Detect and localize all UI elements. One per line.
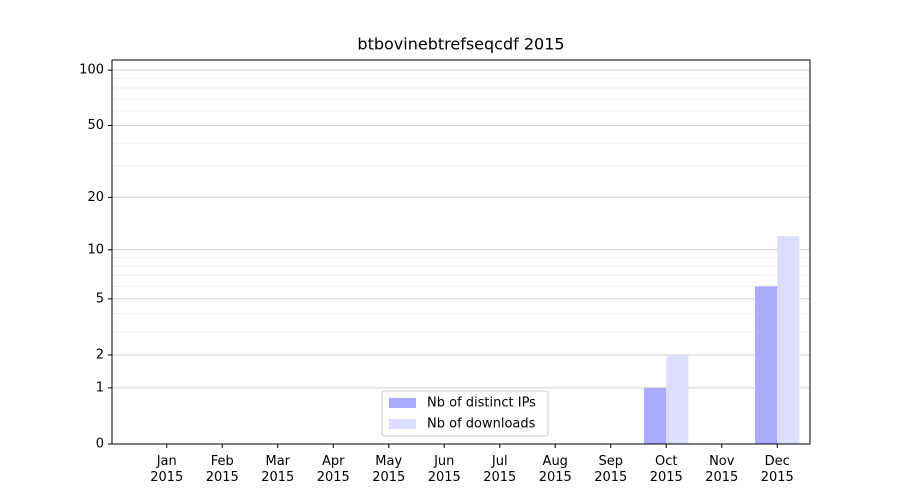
chart-title: btbovinebtrefseqcdf 2015 [357,35,564,54]
x-tick-label: Jul 2015 [483,454,516,485]
plot-frame [111,59,811,445]
x-tick-label: May 2015 [372,454,405,485]
x-tick-label: Aug 2015 [539,454,572,485]
legend-swatch [389,419,416,429]
x-tick-label: Jan 2015 [150,454,183,485]
y-tick-label: 0 [96,437,104,452]
x-tick-label: Apr 2015 [317,454,350,485]
y-tick-label: 5 [96,291,104,306]
bar [644,387,667,444]
y-tick-label: 50 [87,118,104,133]
x-tick-label: Dec 2015 [761,454,794,485]
x-tick-label: Sep 2015 [594,454,627,485]
legend-label: Nb of distinct IPs [427,396,536,411]
bar [755,286,778,444]
legend-box [381,390,549,437]
x-tick-label: Nov 2015 [705,454,738,485]
y-tick-label: 20 [87,190,104,205]
legend-label: Nb of downloads [427,417,536,432]
y-tick-label: 100 [79,63,104,78]
legend-swatch [389,398,416,408]
bar [666,355,689,444]
bar [777,236,800,444]
y-tick-label: 1 [96,380,104,395]
x-tick-label: Mar 2015 [261,454,294,485]
x-tick-label: Oct 2015 [650,454,683,485]
y-tick-label: 10 [87,242,104,257]
y-tick-label: 2 [96,348,104,363]
x-tick-label: Feb 2015 [206,454,239,485]
x-tick-label: Jun 2015 [428,454,461,485]
